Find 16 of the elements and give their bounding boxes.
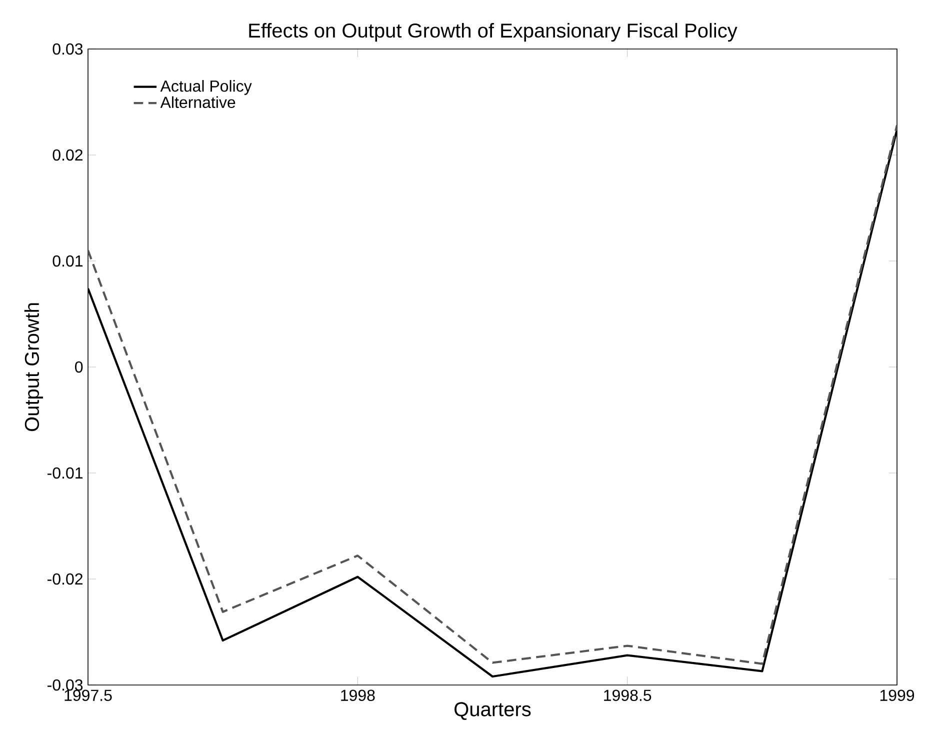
y-tick-label: 0.01	[52, 255, 83, 267]
y-tick-label: -0.01	[48, 467, 83, 479]
y-tick-label: 0.02	[52, 149, 82, 161]
chart-title: Effects on Output Growth of Expansionary Fiscal Policy	[249, 22, 738, 42]
x-tick-label: 1999	[880, 690, 914, 702]
x-tick-label: 1998	[341, 690, 375, 702]
y-tick-label: 0	[75, 361, 83, 373]
x-tick-label: 1998.5	[604, 690, 652, 702]
x-axis-title: Quarters	[454, 702, 531, 720]
legend-label: Actual Policy	[160, 80, 252, 95]
y-tick-label: -0.03	[48, 679, 83, 691]
x-tick-label: 1997.5	[64, 690, 112, 702]
y-tick-label: 0.03	[52, 43, 83, 55]
legend-label: Alternative	[160, 96, 236, 108]
y-axis-title: Output Growth	[24, 303, 43, 432]
y-tick-label: -0.02	[48, 573, 82, 585]
